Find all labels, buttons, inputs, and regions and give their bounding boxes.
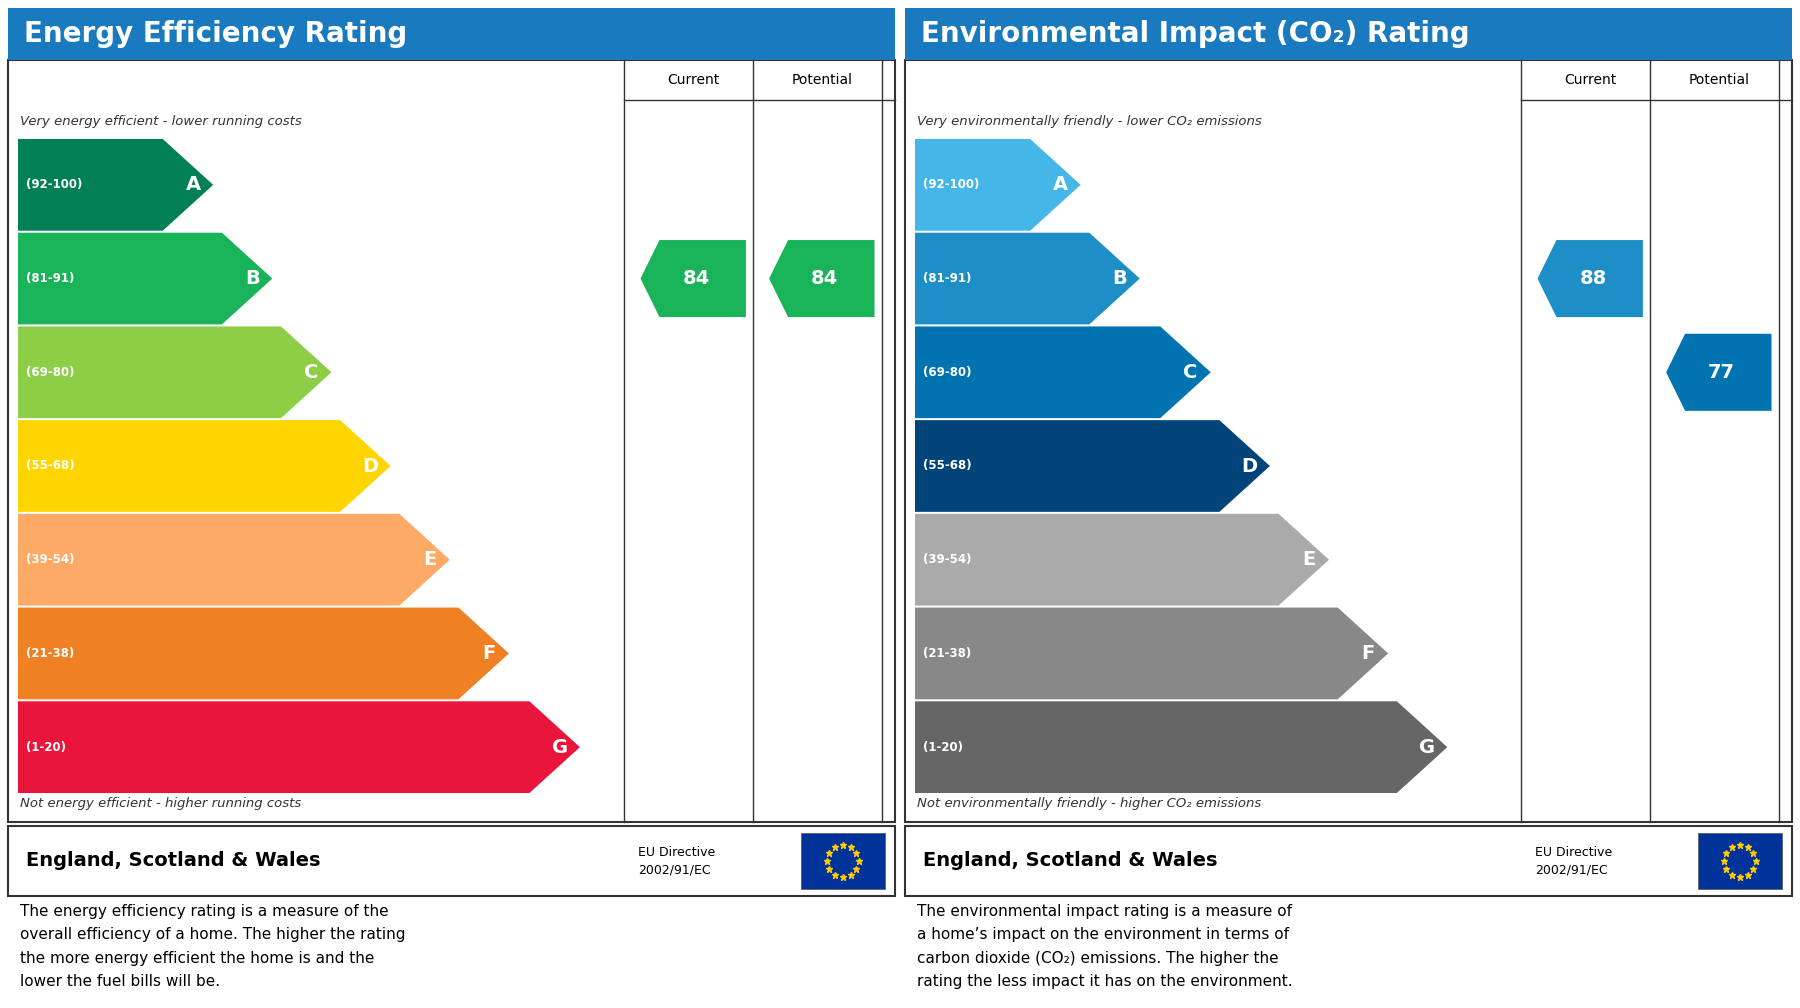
- Text: E: E: [1301, 550, 1316, 570]
- Polygon shape: [914, 420, 1269, 512]
- Text: (92-100): (92-100): [25, 178, 83, 192]
- Text: (69-80): (69-80): [923, 366, 972, 379]
- Polygon shape: [914, 139, 1080, 231]
- Text: England, Scotland & Wales: England, Scotland & Wales: [923, 852, 1217, 871]
- Text: (39-54): (39-54): [923, 553, 972, 566]
- Text: (55-68): (55-68): [25, 460, 74, 473]
- Text: Not energy efficient - higher running costs: Not energy efficient - higher running co…: [20, 797, 301, 810]
- Polygon shape: [18, 327, 331, 418]
- Text: (81-91): (81-91): [25, 272, 74, 285]
- Polygon shape: [914, 514, 1328, 606]
- Text: B: B: [245, 269, 259, 288]
- Bar: [905, 826, 1793, 896]
- Text: C: C: [1183, 363, 1197, 382]
- Polygon shape: [914, 608, 1388, 700]
- Text: (92-100): (92-100): [923, 178, 979, 192]
- Text: Very environmentally friendly - lower CO₂ emissions: Very environmentally friendly - lower CO…: [916, 116, 1262, 128]
- Polygon shape: [18, 233, 272, 325]
- Text: (21-38): (21-38): [25, 647, 74, 660]
- Text: E: E: [423, 550, 436, 570]
- Polygon shape: [18, 139, 212, 231]
- Bar: [801, 833, 886, 889]
- Text: Environmental Impact (CO₂) Rating: Environmental Impact (CO₂) Rating: [922, 20, 1469, 48]
- Text: (39-54): (39-54): [25, 553, 74, 566]
- Polygon shape: [769, 240, 875, 318]
- Text: D: D: [1242, 457, 1258, 476]
- Text: (1-20): (1-20): [923, 741, 963, 754]
- Polygon shape: [18, 420, 391, 512]
- Bar: [905, 60, 1793, 822]
- Text: Potential: Potential: [792, 73, 853, 87]
- Text: England, Scotland & Wales: England, Scotland & Wales: [25, 852, 320, 871]
- Bar: [7, 60, 895, 822]
- Text: G: G: [1418, 738, 1435, 757]
- Polygon shape: [1537, 240, 1643, 318]
- Bar: [7, 826, 895, 896]
- Text: A: A: [185, 175, 200, 195]
- Text: (81-91): (81-91): [923, 272, 972, 285]
- Text: C: C: [304, 363, 319, 382]
- Bar: [1697, 833, 1782, 889]
- Text: EU Directive
2002/91/EC: EU Directive 2002/91/EC: [1535, 846, 1613, 877]
- Text: Current: Current: [1564, 73, 1616, 87]
- Polygon shape: [18, 608, 509, 700]
- Polygon shape: [914, 702, 1447, 793]
- Text: G: G: [551, 738, 567, 757]
- Text: Energy Efficiency Rating: Energy Efficiency Rating: [23, 20, 407, 48]
- Text: Current: Current: [668, 73, 720, 87]
- Text: A: A: [1053, 175, 1067, 195]
- Text: The environmental impact rating is a measure of
a home’s impact on the environme: The environmental impact rating is a mea…: [916, 904, 1292, 989]
- Polygon shape: [914, 233, 1139, 325]
- Polygon shape: [914, 327, 1211, 418]
- Bar: [905, 8, 1793, 60]
- Polygon shape: [18, 702, 580, 793]
- Text: 84: 84: [812, 269, 839, 288]
- Text: EU Directive
2002/91/EC: EU Directive 2002/91/EC: [637, 846, 715, 877]
- Text: (21-38): (21-38): [923, 647, 972, 660]
- Text: B: B: [1112, 269, 1127, 288]
- Text: F: F: [1361, 644, 1375, 663]
- Text: Not environmentally friendly - higher CO₂ emissions: Not environmentally friendly - higher CO…: [916, 797, 1262, 810]
- Text: D: D: [362, 457, 378, 476]
- Text: 77: 77: [1708, 363, 1735, 382]
- Polygon shape: [641, 240, 745, 318]
- Text: (55-68): (55-68): [923, 460, 972, 473]
- Text: 84: 84: [682, 269, 709, 288]
- Polygon shape: [18, 514, 450, 606]
- Text: Potential: Potential: [1688, 73, 1750, 87]
- Text: 88: 88: [1579, 269, 1607, 288]
- Bar: [7, 8, 895, 60]
- Text: (69-80): (69-80): [25, 366, 74, 379]
- Text: F: F: [482, 644, 495, 663]
- Text: The energy efficiency rating is a measure of the
overall efficiency of a home. T: The energy efficiency rating is a measur…: [20, 904, 405, 989]
- Polygon shape: [1667, 334, 1771, 411]
- Text: Very energy efficient - lower running costs: Very energy efficient - lower running co…: [20, 116, 302, 128]
- Text: (1-20): (1-20): [25, 741, 67, 754]
